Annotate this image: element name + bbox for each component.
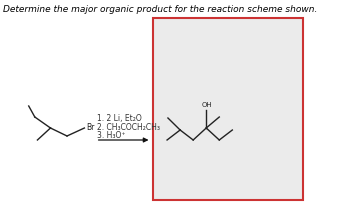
Text: 3. H₃O⁺: 3. H₃O⁺ xyxy=(97,132,126,141)
Text: Br: Br xyxy=(86,123,94,133)
Text: Determine the major organic product for the reaction scheme shown.: Determine the major organic product for … xyxy=(2,5,317,14)
Text: OH: OH xyxy=(202,102,212,108)
Bar xyxy=(153,18,303,200)
Text: 2. CH₃COCH₂CH₃: 2. CH₃COCH₂CH₃ xyxy=(97,122,160,132)
Text: 1. 2 Li, Et₂O: 1. 2 Li, Et₂O xyxy=(97,114,142,122)
